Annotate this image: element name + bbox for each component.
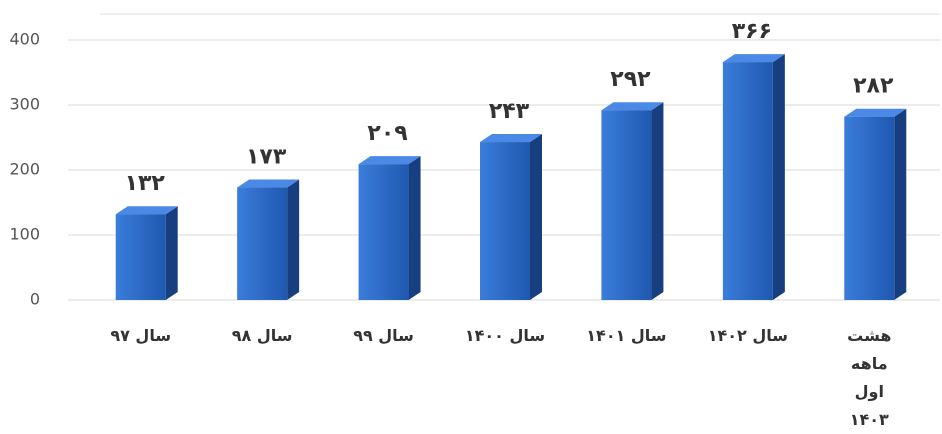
bar	[844, 116, 895, 300]
x-tick-label: سال ۹۹	[353, 326, 414, 345]
chart-canvas: 0 100 200 300 400 ۱۳۲ ۱۷۳ ۲۰۹ ۲۴۳ ۲۹۲ ۳۶۶ ۲۸۲	[9, 13, 940, 309]
y-tick-label: 300	[9, 95, 40, 114]
data-label: ۲۴۳	[489, 99, 530, 124]
chart: 0 100 200 300 400 ۱۳۲ ۱۷۳ ۲۰۹ ۲۴۳ ۲۹۲ ۳۶۶ ۲۸۲ سال ۹…	[9, 13, 940, 429]
bar-top	[358, 156, 421, 165]
data-label: ۳۶۶	[732, 19, 772, 44]
bar	[358, 164, 409, 300]
data-label: ۲۹۲	[610, 67, 651, 92]
bar-side	[530, 134, 542, 300]
bar-side	[408, 156, 421, 300]
bar-top	[480, 134, 542, 143]
bar	[722, 62, 773, 300]
bar-top	[844, 108, 907, 117]
bar-side	[651, 102, 664, 300]
bar-top	[237, 179, 300, 188]
bar	[480, 142, 530, 300]
bar-side	[772, 54, 785, 300]
bar-side	[894, 108, 907, 300]
data-label: ۱۳۲	[125, 171, 166, 196]
x-tick-label: سال ۹۷	[110, 326, 172, 345]
x-tick-label: سال ۱۴۰۲	[707, 326, 788, 345]
bar	[237, 187, 288, 300]
x-tick-label: سال ۱۴۰۱	[586, 326, 667, 345]
bar	[115, 214, 166, 300]
y-tick-label: 100	[9, 225, 40, 244]
bar-top	[722, 54, 785, 63]
y-tick-label: 200	[9, 160, 40, 179]
x-tick-label: سال ۹۸	[231, 326, 293, 345]
data-label: ۱۷۳	[246, 145, 287, 170]
y-tick-label: 400	[9, 30, 40, 49]
data-label: ۲۸۲	[853, 74, 894, 99]
bar-side	[287, 179, 300, 300]
bar	[601, 110, 652, 300]
bar-top	[115, 206, 178, 215]
bar-side	[165, 206, 178, 300]
y-tick-label: 0	[30, 290, 40, 309]
data-label: ۲۰۹	[367, 121, 407, 146]
x-tick-label: هشت ماهه اول ۱۴۰۳	[847, 326, 892, 429]
bar-top	[601, 102, 664, 111]
x-tick-label: سال ۱۴۰۰	[464, 326, 546, 345]
